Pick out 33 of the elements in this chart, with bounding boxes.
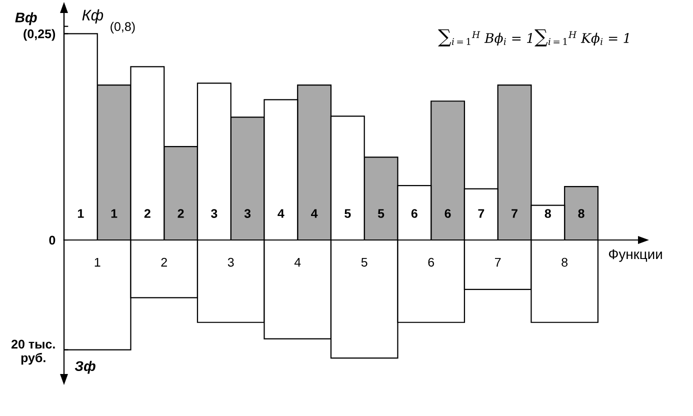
x-tick-label: 6 xyxy=(411,209,418,218)
x-tick-label: 2 xyxy=(178,209,184,218)
y-tick-label: (0,25) xyxy=(24,29,56,41)
y-tick-label: 20 тыс. руб. xyxy=(12,340,55,365)
x-axis-title: Функции xyxy=(608,249,662,262)
x-tick-label: 8 xyxy=(544,209,551,218)
x-tick-label: 3 xyxy=(210,209,218,218)
y2-tick-label: (0,8) xyxy=(110,22,135,34)
x-tick-label: 4 xyxy=(278,209,284,218)
x-tick-label: 1 xyxy=(94,258,100,267)
x-tick-label: 5 xyxy=(378,209,384,218)
text: ∑$_{i=1}$$^{H}$ Bϕ$_{i}$ = 1∑$_{i=1}$$^{H}$ Kϕ$_{i}$ = 1 xyxy=(438,29,629,46)
x-tick-label: 5 xyxy=(344,209,351,218)
x-tick-label: 5 xyxy=(361,258,368,267)
x-tick-label: 3 xyxy=(228,258,234,267)
y2-axis-title: Кф xyxy=(82,9,104,24)
x-tick-label: 2 xyxy=(144,209,150,218)
x-tick-label: 8 xyxy=(578,209,584,218)
x-tick-label: 4 xyxy=(311,209,318,218)
x-tick-label: 1 xyxy=(78,209,84,218)
x-tick-label: 8 xyxy=(562,258,568,267)
x-tick-label: 3 xyxy=(244,209,251,218)
y-tick-label: 0 xyxy=(49,236,56,245)
y-axis-title: Вф xyxy=(15,12,37,26)
x-tick-label: 7 xyxy=(478,209,484,218)
x-tick-label: 6 xyxy=(428,258,434,267)
x-tick-label: 2 xyxy=(161,258,167,267)
x-tick-label: 7 xyxy=(512,209,518,218)
x-tick-label: 1 xyxy=(111,209,118,218)
x-tick-label: 6 xyxy=(444,209,451,218)
y-axis-title: Зф xyxy=(74,360,96,374)
x-tick-label: 7 xyxy=(495,258,501,267)
x-tick-label: 4 xyxy=(294,258,301,267)
